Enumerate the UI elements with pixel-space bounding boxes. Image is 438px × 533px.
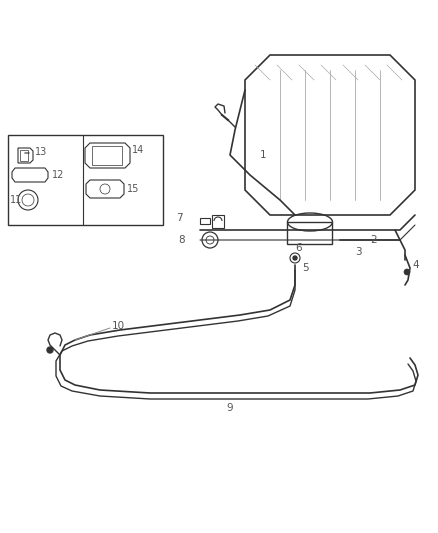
Text: 15: 15	[127, 184, 139, 194]
Circle shape	[404, 269, 410, 275]
Circle shape	[47, 347, 53, 353]
Text: 12: 12	[52, 170, 64, 180]
Circle shape	[293, 256, 297, 260]
Text: 2: 2	[370, 235, 377, 245]
Text: 7: 7	[177, 213, 183, 223]
Text: 13: 13	[35, 147, 47, 157]
Text: 8: 8	[178, 235, 185, 245]
Text: 4: 4	[412, 260, 419, 270]
Bar	[287, 222, 332, 244]
Bar	[8, 135, 163, 225]
Text: 1: 1	[260, 150, 267, 160]
Text: 14: 14	[132, 145, 144, 155]
Text: 3: 3	[355, 247, 362, 257]
Text: 5: 5	[302, 263, 309, 273]
Text: 11: 11	[10, 195, 22, 205]
Text: 10: 10	[112, 321, 125, 331]
Text: 6: 6	[295, 243, 302, 253]
Text: 9: 9	[227, 403, 233, 413]
